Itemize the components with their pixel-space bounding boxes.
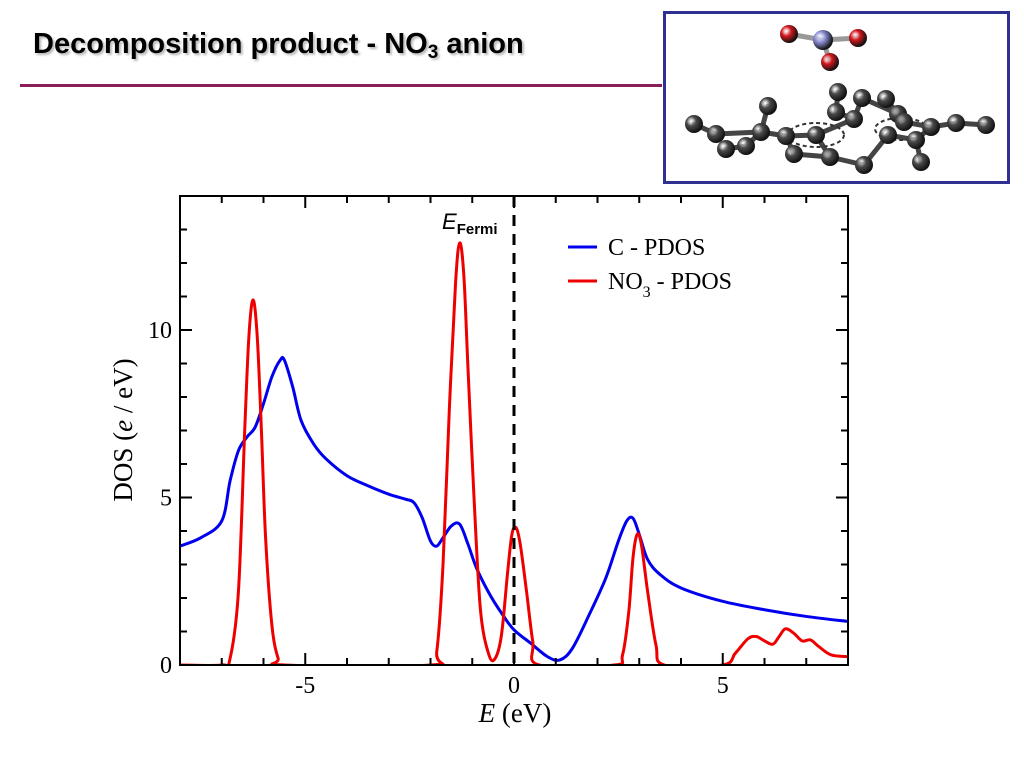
carbon-atom [912, 153, 930, 171]
carbon-atom [977, 116, 995, 134]
legend-label-no3-suffix: - PDOS [651, 269, 732, 295]
x-tick-label: 0 [508, 673, 520, 699]
x-tick-label: -5 [295, 673, 315, 699]
title-underline [20, 84, 662, 87]
x-axis-label: E (eV) [478, 698, 552, 728]
carbon-atom [685, 115, 703, 133]
legend-label-c: C - PDOS [608, 235, 705, 261]
fermi-label-sub: Fermi [457, 221, 498, 238]
carbon-atom [895, 113, 913, 131]
carbon-atom [922, 118, 940, 136]
carbon-atom [752, 123, 770, 141]
y-tick-label: 5 [160, 486, 172, 512]
carbon-atom [827, 103, 845, 121]
x-axis-label-unit: (eV) [495, 698, 551, 728]
molecule-diagram [685, 25, 995, 174]
legend-label-no3-main: NO [608, 269, 643, 295]
y-axis-label-suffix: / eV) [108, 358, 138, 419]
x-axis-label-var: E [478, 698, 496, 728]
y-tick-label: 10 [148, 318, 172, 344]
carbon-atom [737, 137, 755, 155]
y-axis-label: DOS (e / eV) [108, 358, 138, 501]
carbon-atom [845, 110, 863, 128]
oxygen-atom [780, 25, 798, 43]
series-line-no3-pdos [180, 241, 848, 665]
carbon-atom [785, 145, 803, 163]
legend-label-no3: NO3 - PDOS [608, 269, 732, 301]
title-text: Decomposition product - NO [33, 28, 428, 60]
molecule-image [663, 11, 1010, 184]
y-axis-label-var: e [108, 420, 138, 432]
carbon-atom [759, 97, 777, 115]
nitrogen-atom [813, 30, 833, 50]
carbon-atom [821, 148, 839, 166]
oxygen-atom [821, 53, 839, 71]
carbon-atom [829, 83, 847, 101]
y-axis-label-prefix: DOS ( [108, 432, 138, 502]
carbon-atom [879, 126, 897, 144]
carbon-atom [907, 131, 925, 149]
title-subscript: 3 [427, 42, 439, 63]
carbon-atom [777, 127, 795, 145]
slide-title: Decomposition product - NO3 anion [33, 28, 524, 64]
y-tick-label: 0 [160, 653, 172, 679]
title-text-suffix: anion [438, 28, 524, 60]
carbon-atom [707, 125, 725, 143]
fermi-label: EFermi [442, 209, 498, 238]
carbon-atom [853, 89, 871, 107]
carbon-atom [877, 90, 895, 108]
carbon-atom [717, 140, 735, 158]
legend-label-no3-sub: 3 [643, 284, 651, 301]
oxygen-atom [849, 29, 867, 47]
fermi-label-main: E [442, 209, 457, 234]
series-line-c-pdos [180, 355, 848, 662]
carbon-atom [947, 114, 965, 132]
carbon-atom [807, 126, 825, 144]
carbon-atom [855, 156, 873, 174]
legend: C - PDOS NO3 - PDOS [568, 235, 732, 301]
x-tick-label: 5 [717, 673, 729, 699]
